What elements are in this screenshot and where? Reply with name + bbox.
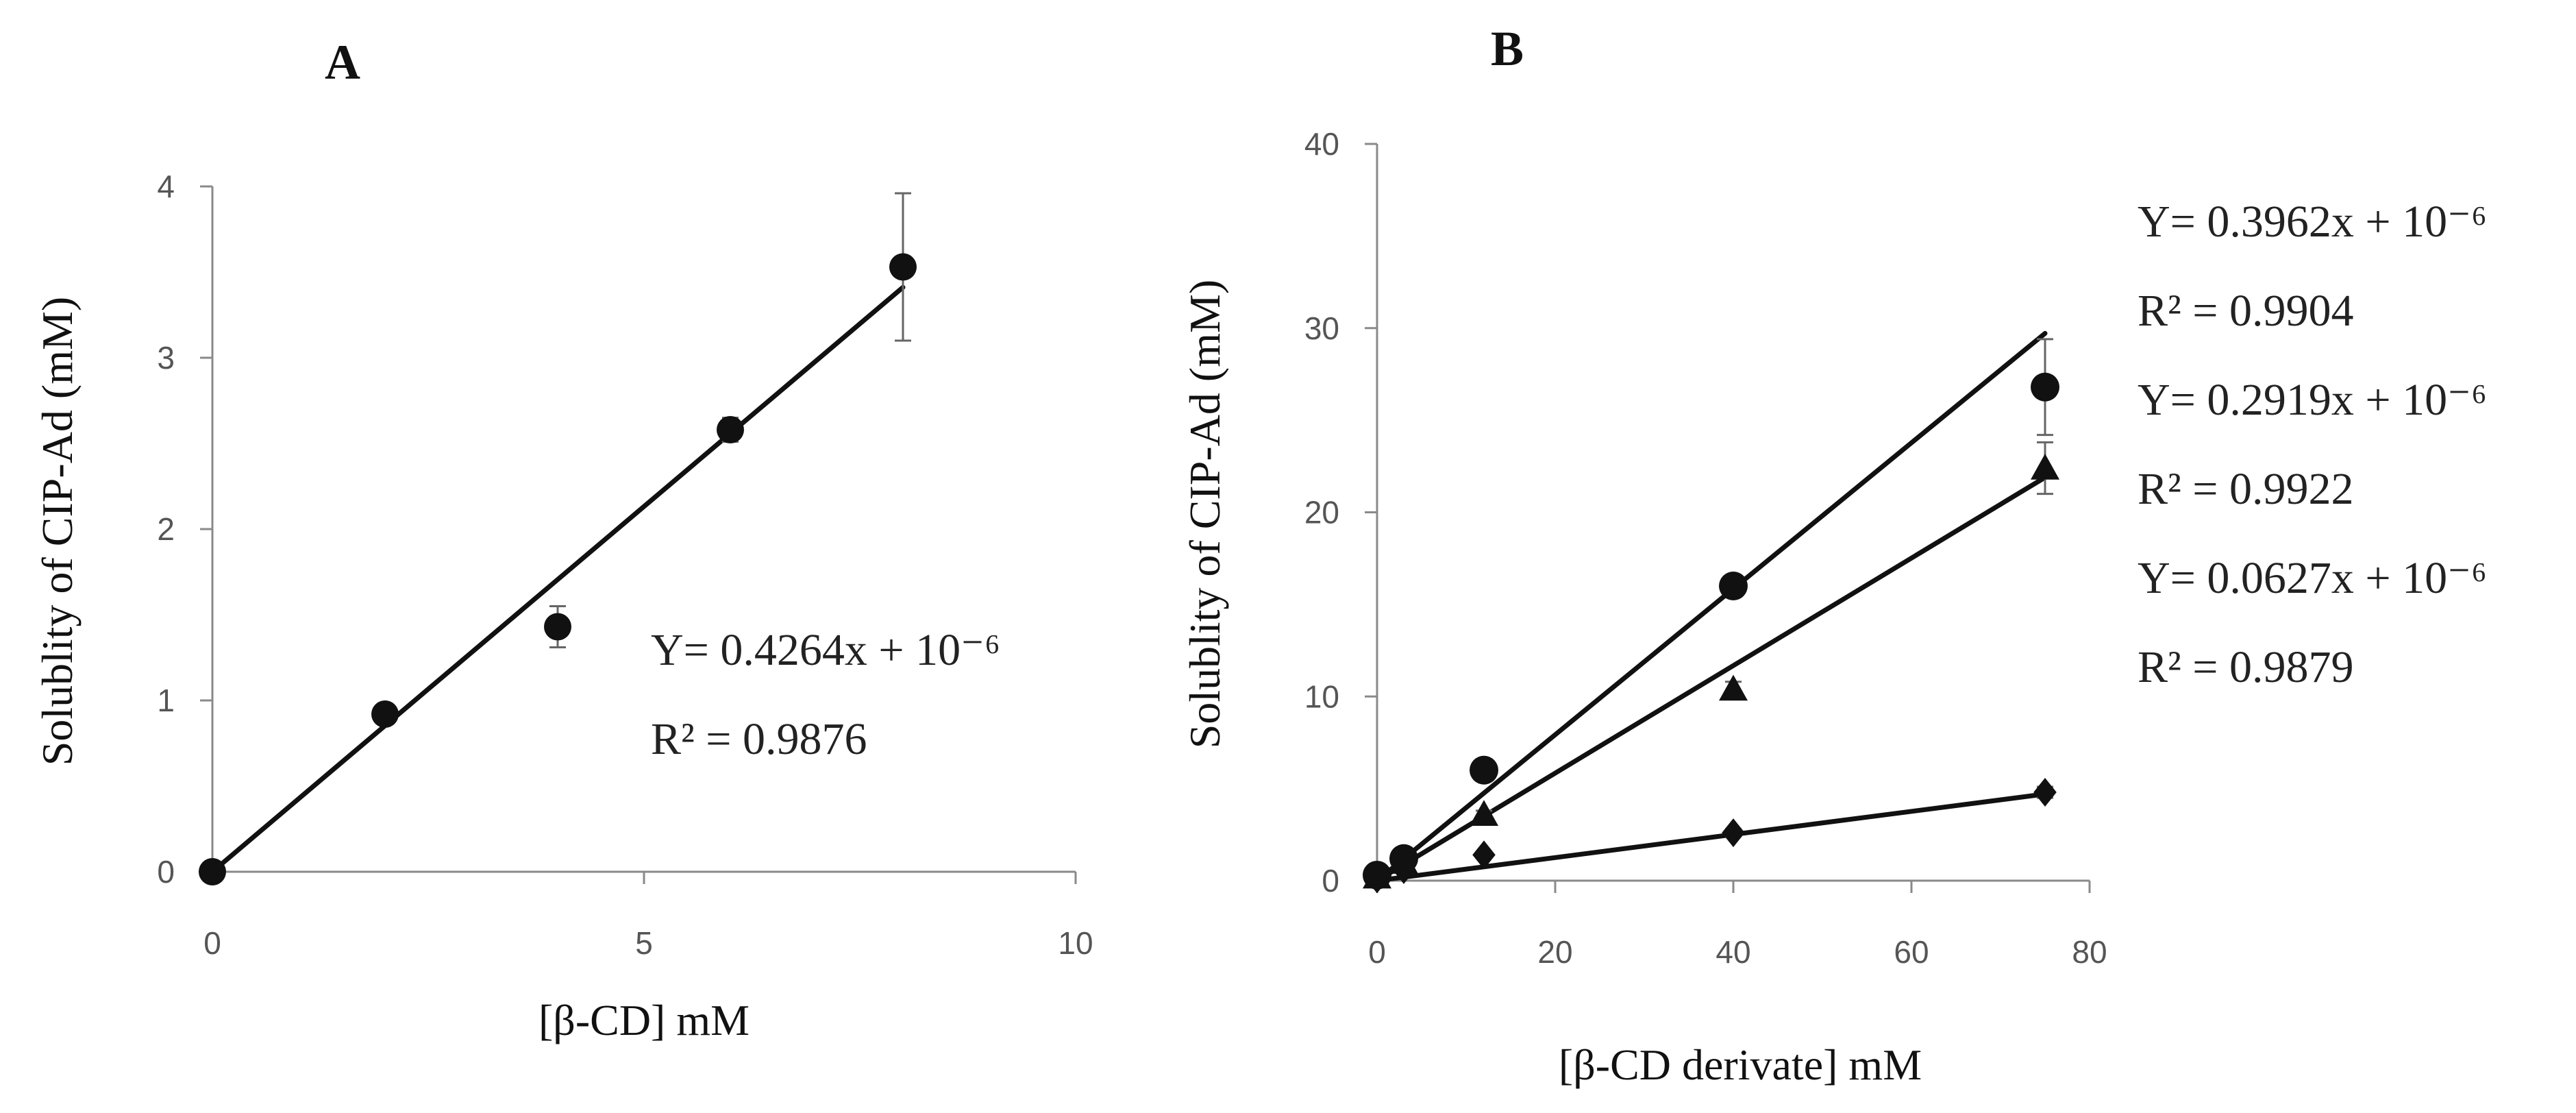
data-point	[1470, 800, 1498, 827]
panel-b-x-title: [β-CD derivate] mM	[1559, 1040, 1922, 1089]
x-tick-label: 40	[1716, 934, 1750, 970]
x-tick-label: 80	[2072, 934, 2107, 970]
panel-b-error-bars	[1476, 338, 2053, 858]
y-tick-label: 4	[157, 169, 175, 204]
panel-b-equations: Y= 0.3962x + 10⁻⁶ R² = 0.9904 Y= 0.2919x +…	[2138, 197, 2487, 692]
y-tick-label: 1	[157, 683, 175, 718]
data-point	[1719, 674, 1748, 701]
y-tick-label: 2	[157, 511, 175, 547]
data-point	[1365, 864, 1389, 894]
y-tick-label: 10	[1304, 678, 1339, 714]
equation: Y= 0.3962x + 10⁻⁶	[2138, 197, 2487, 247]
data-point	[2033, 778, 2057, 807]
data-point	[2031, 372, 2059, 402]
panel-b-letter: B	[1491, 21, 1524, 76]
data-point	[1472, 840, 1496, 870]
data-point	[889, 253, 917, 281]
panel-a-equation: Y= 0.4264x + 10⁻⁶	[651, 625, 1000, 675]
data-point	[1470, 755, 1498, 785]
panel-a-y-title: Solublity of CIP-Ad (mM)	[33, 297, 82, 766]
panel-b-markers	[1363, 372, 2059, 894]
equation: Y= 0.2919x + 10⁻⁶	[2138, 375, 2487, 425]
panel-a-markers	[199, 253, 917, 885]
r-squared: R² = 0.9879	[2138, 642, 2354, 692]
data-point	[1722, 818, 1745, 848]
data-point	[1719, 572, 1748, 600]
panel-a-x-title: [β-CD] mM	[538, 996, 750, 1044]
x-tick-label: 20	[1537, 934, 1572, 970]
data-point	[199, 858, 226, 885]
data-point	[371, 700, 399, 728]
panel-a: A 0 5 10 0 1 2 3 4 [β-CD] mM Solublity of CIP-A…	[33, 35, 1093, 1044]
panel-a-fit-lines	[210, 284, 906, 874]
fit-line	[1374, 330, 2048, 883]
y-tick-label: 30	[1304, 310, 1339, 346]
r-squared: R² = 0.9922	[2138, 464, 2354, 514]
panel-a-ticks: 0 5 10 0 1 2 3 4	[157, 169, 1093, 961]
data-point	[544, 613, 571, 641]
fit-line	[1374, 792, 2048, 883]
x-tick-label: 10	[1058, 925, 1093, 961]
x-tick-label: 0	[203, 925, 221, 961]
equation: Y= 0.0627x + 10⁻⁶	[2138, 553, 2487, 603]
r-squared: R² = 0.9904	[2138, 286, 2354, 336]
panel-a-letter: A	[325, 35, 360, 90]
panel-b-fit-lines	[1374, 330, 2048, 883]
x-tick-label: 0	[1368, 934, 1386, 970]
x-tick-label: 5	[635, 925, 653, 961]
data-point	[1392, 855, 1415, 884]
fit-line	[210, 284, 906, 874]
data-point	[2031, 454, 2059, 480]
panel-a-r2: R² = 0.9876	[651, 714, 867, 764]
y-tick-label: 3	[157, 340, 175, 376]
data-point	[717, 416, 744, 443]
panel-b-ticks: 0 20 40 60 80 0 10 20 30 40	[1304, 126, 2107, 970]
x-tick-label: 60	[1894, 934, 1929, 970]
panel-b-y-title: Solublity of CIP-Ad (mM)	[1180, 280, 1229, 748]
y-tick-label: 40	[1304, 126, 1339, 162]
y-tick-label: 0	[1322, 863, 1339, 898]
y-tick-label: 20	[1304, 495, 1339, 530]
y-tick-label: 0	[157, 854, 175, 890]
